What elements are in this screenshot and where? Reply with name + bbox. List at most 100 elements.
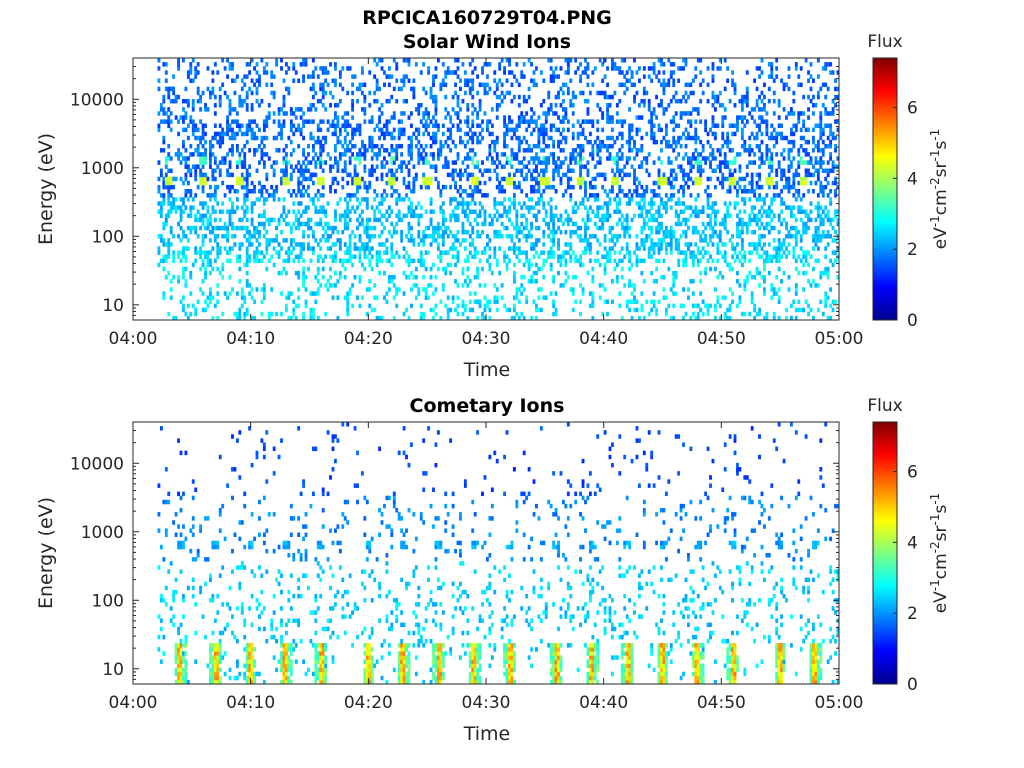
spectrogram-cell	[640, 258, 644, 264]
spectrogram-cell	[385, 246, 389, 251]
spectrogram-cell	[689, 156, 693, 161]
spectrogram-cell	[498, 160, 502, 165]
spectrogram-cell	[387, 287, 391, 292]
spectrogram-cell	[601, 283, 605, 288]
spectrogram-cell	[284, 62, 288, 67]
spectrogram-cell	[321, 103, 325, 108]
spectrogram-cell	[245, 168, 249, 174]
spectrogram-cell	[179, 176, 183, 182]
spectrogram-cell	[287, 176, 291, 182]
spectrogram-cell	[434, 168, 438, 174]
spectrogram-cell	[365, 229, 369, 235]
spectrogram-cell	[561, 98, 565, 104]
spectrogram-cell	[517, 148, 521, 153]
spectrogram-cell	[750, 180, 754, 186]
spectrogram-cell	[772, 213, 776, 219]
spectrogram-cell	[598, 283, 602, 288]
spectrogram-cell	[579, 123, 582, 128]
spectrogram-cell	[476, 234, 480, 239]
spectrogram-cell	[363, 168, 367, 174]
spectrogram-cell	[221, 201, 225, 206]
spectrogram-cell	[167, 107, 171, 112]
spectrogram-cell	[304, 168, 308, 174]
spectrogram-cell	[633, 250, 636, 255]
spectrogram-cell	[637, 148, 641, 153]
spectrogram-cell	[277, 221, 281, 227]
spectrogram-cell	[476, 90, 480, 96]
spectrogram-cell	[240, 205, 244, 210]
spectrogram-cell	[211, 225, 215, 231]
spectrogram-cell	[407, 221, 411, 227]
spectrogram-cell	[461, 209, 465, 214]
spectrogram-cell	[579, 184, 582, 190]
spectrogram-cell	[535, 225, 538, 231]
spectrogram-cell	[579, 258, 582, 264]
spectrogram-cell	[297, 168, 301, 174]
spectrogram-cell	[363, 242, 367, 247]
spectrogram-cell	[326, 70, 330, 75]
spectrogram-cell	[508, 160, 511, 165]
spectrogram-cell	[302, 74, 305, 79]
spectrogram-cell	[760, 139, 764, 145]
spectrogram-cell	[272, 90, 276, 96]
spectrogram-cell	[194, 246, 198, 251]
spectrogram-cell	[228, 217, 232, 223]
spectrogram-cell	[204, 180, 207, 186]
spectrogram-cell	[226, 168, 229, 174]
spectrogram-cell	[718, 250, 722, 255]
spectrogram-cell	[535, 168, 538, 174]
spectrogram-cell	[307, 246, 310, 251]
spectrogram-cell	[561, 148, 565, 153]
spectrogram-cell	[664, 295, 668, 300]
spectrogram-cell	[272, 262, 276, 268]
spectrogram-cell	[204, 156, 207, 161]
spectrogram-cell	[566, 90, 570, 96]
spectrogram-cell	[584, 180, 587, 186]
spectrogram-cell	[503, 119, 507, 124]
spectrogram-cell	[745, 189, 749, 194]
spectrogram-cell	[696, 246, 700, 251]
spectrogram-cell	[395, 168, 399, 174]
spectrogram-cell	[392, 172, 396, 178]
spectrogram-cell	[172, 205, 176, 210]
spectrogram-cell	[402, 246, 406, 251]
spectrogram-cell	[204, 270, 207, 276]
spectrogram-cell	[674, 156, 678, 161]
spectrogram-cell	[782, 184, 786, 190]
spectrogram-cell	[331, 258, 335, 264]
spectrogram-cell	[353, 246, 357, 251]
spectrogram-cell	[287, 66, 291, 71]
spectrogram-cell	[755, 66, 759, 71]
spectrogram-cell	[221, 139, 225, 145]
spectrogram-cell	[419, 103, 423, 108]
spectrogram-cell	[402, 111, 406, 116]
spectrogram-cell	[162, 98, 166, 104]
spectrogram-cell	[679, 111, 683, 116]
spectrogram-cell	[674, 291, 678, 296]
spectrogram-cell	[782, 217, 786, 223]
spectrogram-cell	[446, 160, 450, 165]
spectrogram-cell	[478, 201, 482, 206]
spectrogram-cell	[591, 193, 595, 198]
spectrogram-cell	[363, 119, 367, 124]
spectrogram-cell	[336, 123, 340, 128]
spectrogram-cell	[324, 238, 328, 243]
spectrogram-cell	[740, 143, 744, 149]
spectrogram-cell	[601, 111, 605, 116]
spectrogram-cell	[211, 193, 215, 198]
spectrogram-cell	[542, 127, 546, 133]
spectrogram-cell	[552, 143, 556, 149]
spectrogram-cell	[740, 176, 744, 182]
spectrogram-cell	[228, 111, 232, 116]
spectrogram-cell	[321, 176, 325, 182]
spectrogram-cell	[476, 160, 480, 165]
spectrogram-cell	[216, 254, 220, 259]
spectrogram-cell	[397, 127, 401, 133]
spectrogram-cell	[204, 307, 207, 313]
spectrogram-cell	[226, 250, 229, 255]
spectrogram-cell	[684, 143, 688, 149]
spectrogram-cell	[517, 82, 521, 88]
spectrogram-cell	[292, 66, 296, 71]
spectrogram-cell	[385, 131, 389, 137]
spectrogram-cell	[755, 242, 759, 247]
